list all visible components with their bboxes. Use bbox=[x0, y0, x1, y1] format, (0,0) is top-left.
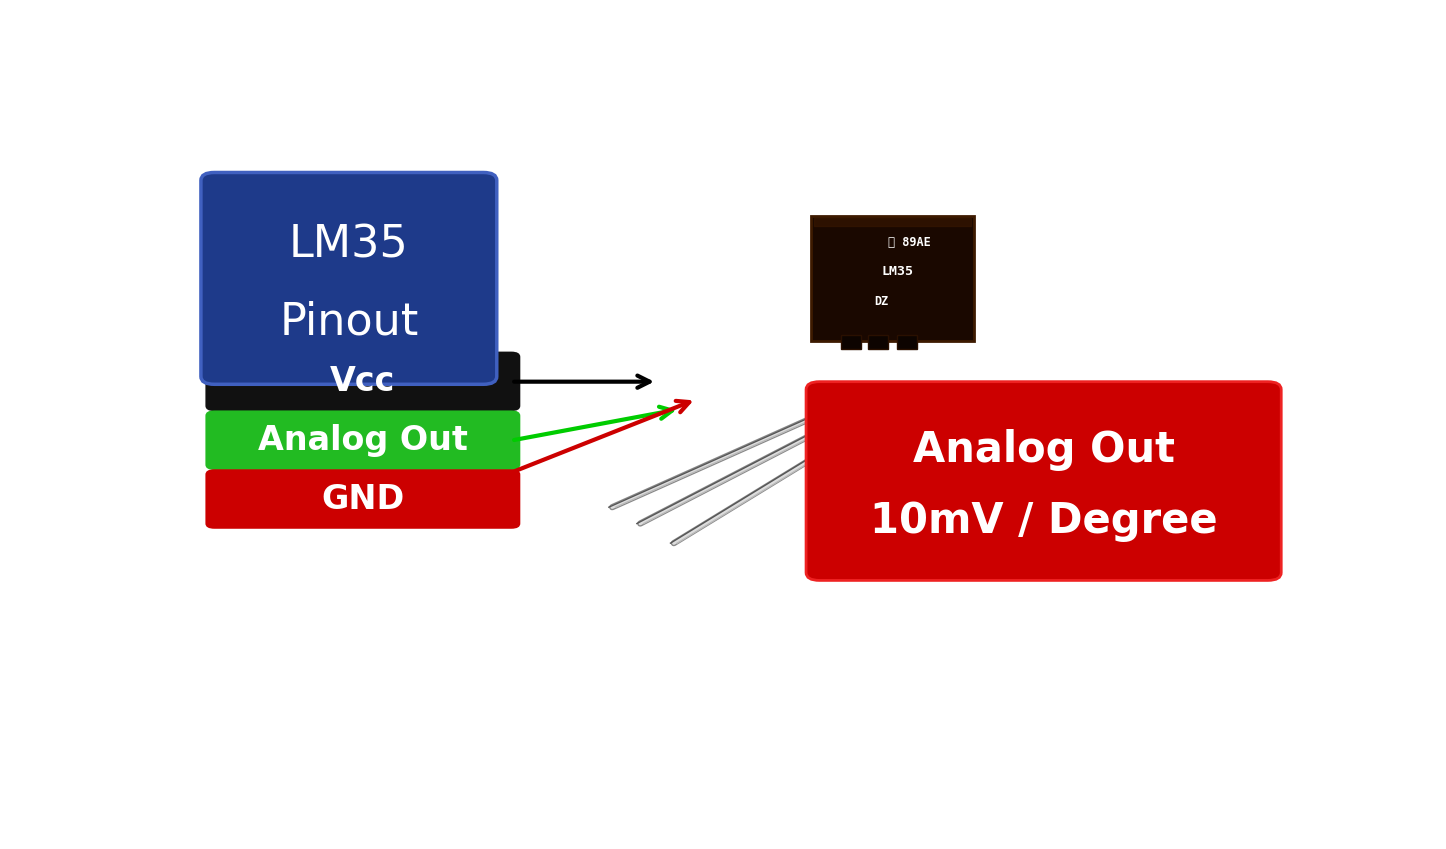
Text: 10mV / Degree: 10mV / Degree bbox=[870, 500, 1218, 543]
FancyBboxPatch shape bbox=[897, 335, 917, 349]
FancyBboxPatch shape bbox=[868, 335, 888, 349]
Text: LM35: LM35 bbox=[289, 223, 409, 267]
FancyBboxPatch shape bbox=[205, 469, 521, 529]
Text: Ⓝ 89AE: Ⓝ 89AE bbox=[888, 236, 931, 249]
Text: Pinout: Pinout bbox=[279, 300, 418, 343]
Text: GND: GND bbox=[321, 482, 405, 515]
FancyBboxPatch shape bbox=[805, 382, 1281, 581]
Text: Vcc: Vcc bbox=[330, 365, 396, 398]
Text: LM35: LM35 bbox=[882, 266, 914, 278]
FancyBboxPatch shape bbox=[205, 410, 521, 470]
FancyBboxPatch shape bbox=[840, 335, 860, 349]
Text: Analog Out: Analog Out bbox=[912, 429, 1174, 471]
Text: DZ: DZ bbox=[873, 295, 888, 308]
FancyBboxPatch shape bbox=[811, 216, 975, 340]
FancyBboxPatch shape bbox=[205, 351, 521, 411]
Text: Analog Out: Analog Out bbox=[257, 424, 469, 457]
FancyBboxPatch shape bbox=[201, 172, 497, 385]
